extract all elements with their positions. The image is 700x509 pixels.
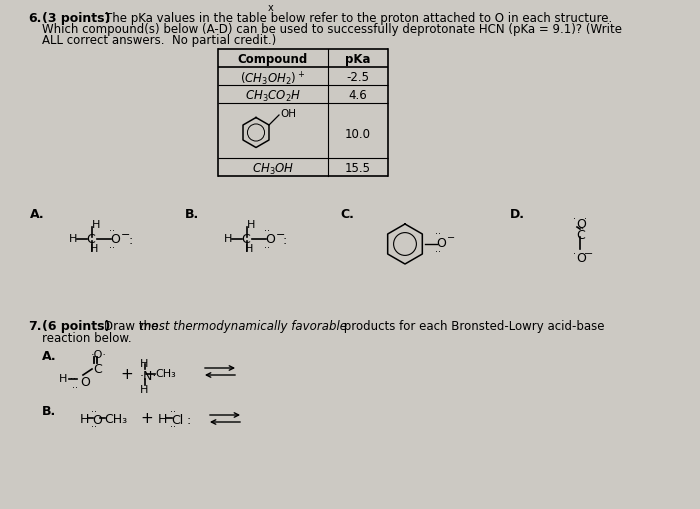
Text: $CH_3CO_2H$: $CH_3CO_2H$ (245, 89, 301, 104)
Text: C: C (86, 233, 94, 245)
Text: ··: ·· (72, 382, 78, 392)
Text: 10.0: 10.0 (345, 128, 371, 141)
Text: :: : (187, 413, 191, 426)
Text: ··: ·· (170, 406, 176, 416)
Text: B.: B. (185, 208, 200, 220)
Text: O: O (436, 237, 446, 249)
Text: H: H (69, 234, 78, 243)
Text: ··: ·· (435, 246, 441, 257)
Text: H: H (80, 412, 90, 425)
Text: ··: ·· (109, 242, 115, 252)
Text: (3 points): (3 points) (42, 12, 111, 25)
Text: ·: · (584, 214, 587, 223)
Text: O: O (576, 251, 586, 265)
Text: The pKa values in the table below refer to the proton attached to O in each stru: The pKa values in the table below refer … (105, 12, 612, 25)
Text: −: − (447, 233, 455, 242)
Text: ··: ·· (170, 421, 176, 431)
Text: ··: ·· (435, 229, 441, 239)
Text: H: H (90, 243, 99, 253)
Text: :: : (128, 234, 132, 246)
Text: +: + (140, 410, 153, 425)
Text: ·N·: ·N· (140, 369, 158, 382)
Text: reaction below.: reaction below. (42, 331, 132, 344)
Text: CH₃: CH₃ (104, 412, 127, 425)
Text: most thermodynamically favorable: most thermodynamically favorable (140, 319, 347, 332)
Text: H: H (158, 412, 167, 425)
Text: C: C (241, 233, 250, 245)
Text: products for each Bronsted-Lowry acid-base: products for each Bronsted-Lowry acid-ba… (340, 319, 605, 332)
Text: C: C (576, 229, 584, 242)
Text: O: O (265, 233, 275, 245)
Text: O: O (110, 233, 120, 245)
Text: D.: D. (510, 208, 525, 220)
Text: ALL correct answers.  No partial credit.): ALL correct answers. No partial credit.) (42, 34, 276, 47)
Text: $CH_3OH$: $CH_3OH$ (252, 162, 294, 177)
Text: 6.: 6. (28, 12, 41, 25)
Text: CH₃: CH₃ (155, 369, 176, 378)
Text: OH: OH (280, 109, 296, 119)
Text: C.: C. (340, 208, 354, 220)
Text: H: H (245, 243, 253, 253)
Text: 15.5: 15.5 (345, 162, 371, 175)
Text: ··: ·· (264, 225, 270, 236)
Text: 4.6: 4.6 (349, 89, 368, 102)
Text: C: C (93, 362, 102, 375)
Text: A.: A. (30, 208, 45, 220)
Text: ··: ·· (91, 421, 97, 431)
Text: +: + (120, 366, 133, 381)
Text: H: H (224, 234, 232, 243)
Text: −: − (585, 248, 593, 259)
Text: O: O (92, 413, 102, 426)
Text: B.: B. (42, 404, 56, 417)
Text: H: H (140, 384, 148, 394)
Text: :: : (283, 234, 287, 246)
Text: ··: ·· (109, 225, 115, 236)
Text: A.: A. (42, 349, 57, 362)
Text: x: x (268, 3, 274, 13)
Text: H: H (247, 219, 256, 230)
Text: Cl: Cl (171, 413, 183, 426)
Text: ·: · (573, 214, 576, 223)
Text: Draw the: Draw the (104, 319, 162, 332)
Text: H: H (92, 219, 100, 230)
Text: ··: ·· (264, 242, 270, 252)
Text: (6 points): (6 points) (42, 319, 111, 332)
Text: −: − (276, 230, 286, 240)
Text: H: H (140, 358, 148, 369)
Text: ·O·: ·O· (91, 349, 107, 359)
Text: −: − (121, 230, 130, 240)
Text: -2.5: -2.5 (346, 71, 370, 84)
Text: H: H (59, 373, 67, 383)
Text: O: O (80, 375, 90, 388)
Text: ··: ·· (91, 406, 97, 416)
Text: $(CH_3OH_2)^+$: $(CH_3OH_2)^+$ (240, 71, 306, 88)
Text: Compound: Compound (238, 53, 308, 66)
Text: ·: · (573, 248, 576, 259)
Text: pKa: pKa (345, 53, 371, 66)
Text: Which compound(s) below (A-D) can be used to successfully deprotonate HCN (pKa =: Which compound(s) below (A-D) can be use… (42, 23, 622, 36)
Text: 7.: 7. (28, 319, 41, 332)
Text: ··: ·· (70, 373, 76, 383)
Text: ·: · (584, 248, 587, 259)
Text: O: O (576, 217, 586, 231)
